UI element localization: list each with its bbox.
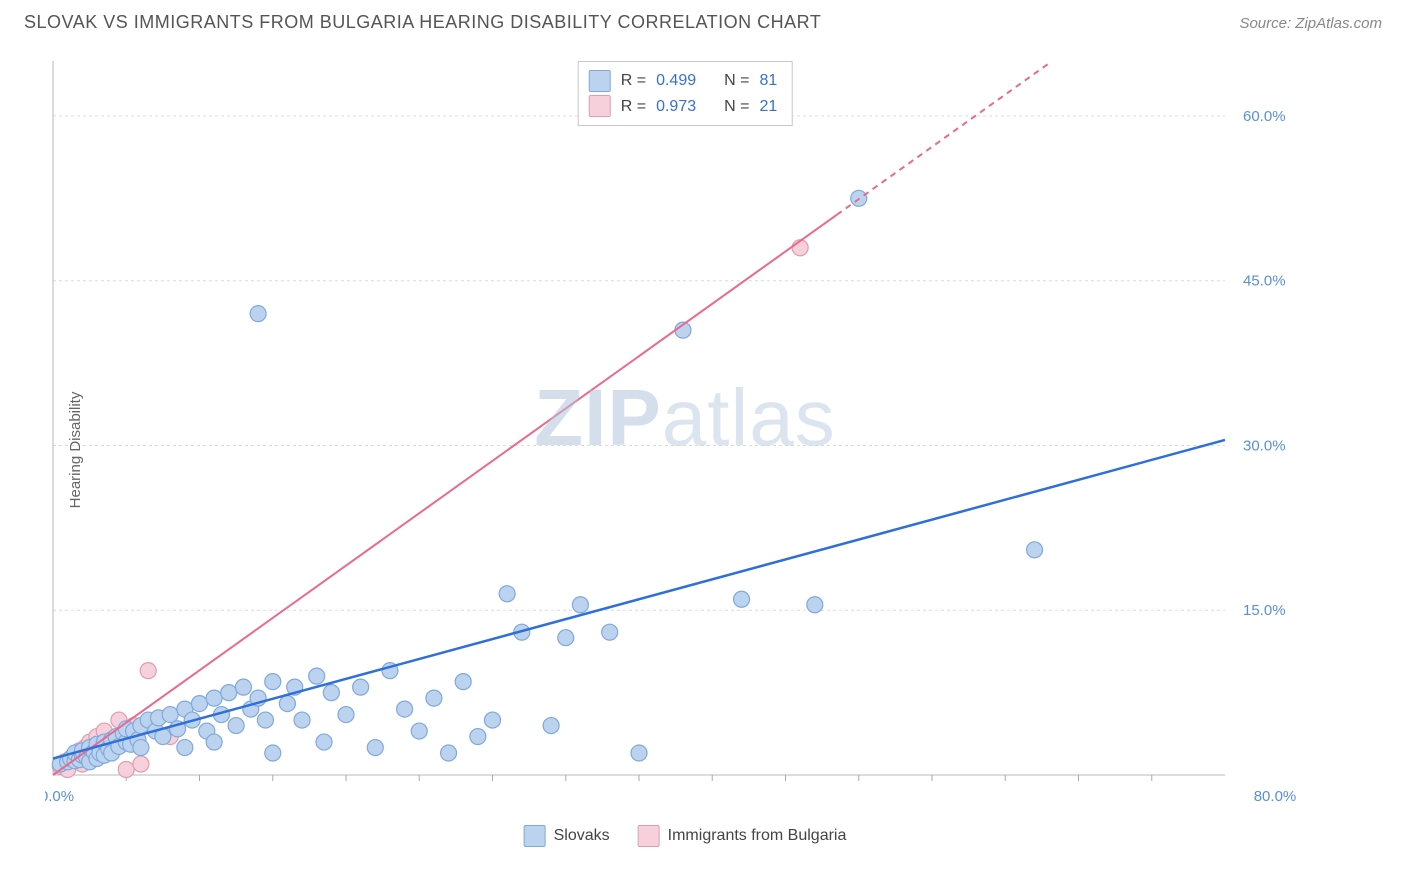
swatch-blue-icon (589, 70, 611, 92)
series-legend: Slovaks Immigrants from Bulgaria (524, 825, 847, 847)
legend-item-slovaks: Slovaks (524, 825, 610, 847)
legend-item-bulgaria: Immigrants from Bulgaria (638, 825, 847, 847)
svg-text:30.0%: 30.0% (1243, 437, 1286, 454)
swatch-pink-icon (589, 95, 611, 117)
svg-text:80.0%: 80.0% (1254, 788, 1297, 805)
chart-title: SLOVAK VS IMMIGRANTS FROM BULGARIA HEARI… (24, 12, 821, 33)
swatch-pink-icon (638, 825, 660, 847)
svg-text:45.0%: 45.0% (1243, 273, 1286, 290)
legend-row-blue: R = 0.499 N = 81 (589, 68, 778, 94)
source-attribution: Source: ZipAtlas.com (1239, 15, 1382, 32)
svg-text:60.0%: 60.0% (1243, 108, 1286, 125)
scatter-plot: 15.0% 30.0% 45.0% 60.0% 0.0% 80.0% (45, 55, 1305, 815)
y-axis-label: Hearing Disability (67, 392, 84, 509)
correlation-legend: R = 0.499 N = 81 R = 0.973 N = 21 (578, 61, 793, 126)
chart-container: Hearing Disability 15.0% 30.0% 45.0% 60.0% 0… (45, 55, 1325, 845)
svg-text:15.0%: 15.0% (1243, 602, 1286, 619)
legend-row-pink: R = 0.973 N = 21 (589, 94, 778, 120)
swatch-blue-icon (524, 825, 546, 847)
svg-text:0.0%: 0.0% (45, 788, 74, 805)
